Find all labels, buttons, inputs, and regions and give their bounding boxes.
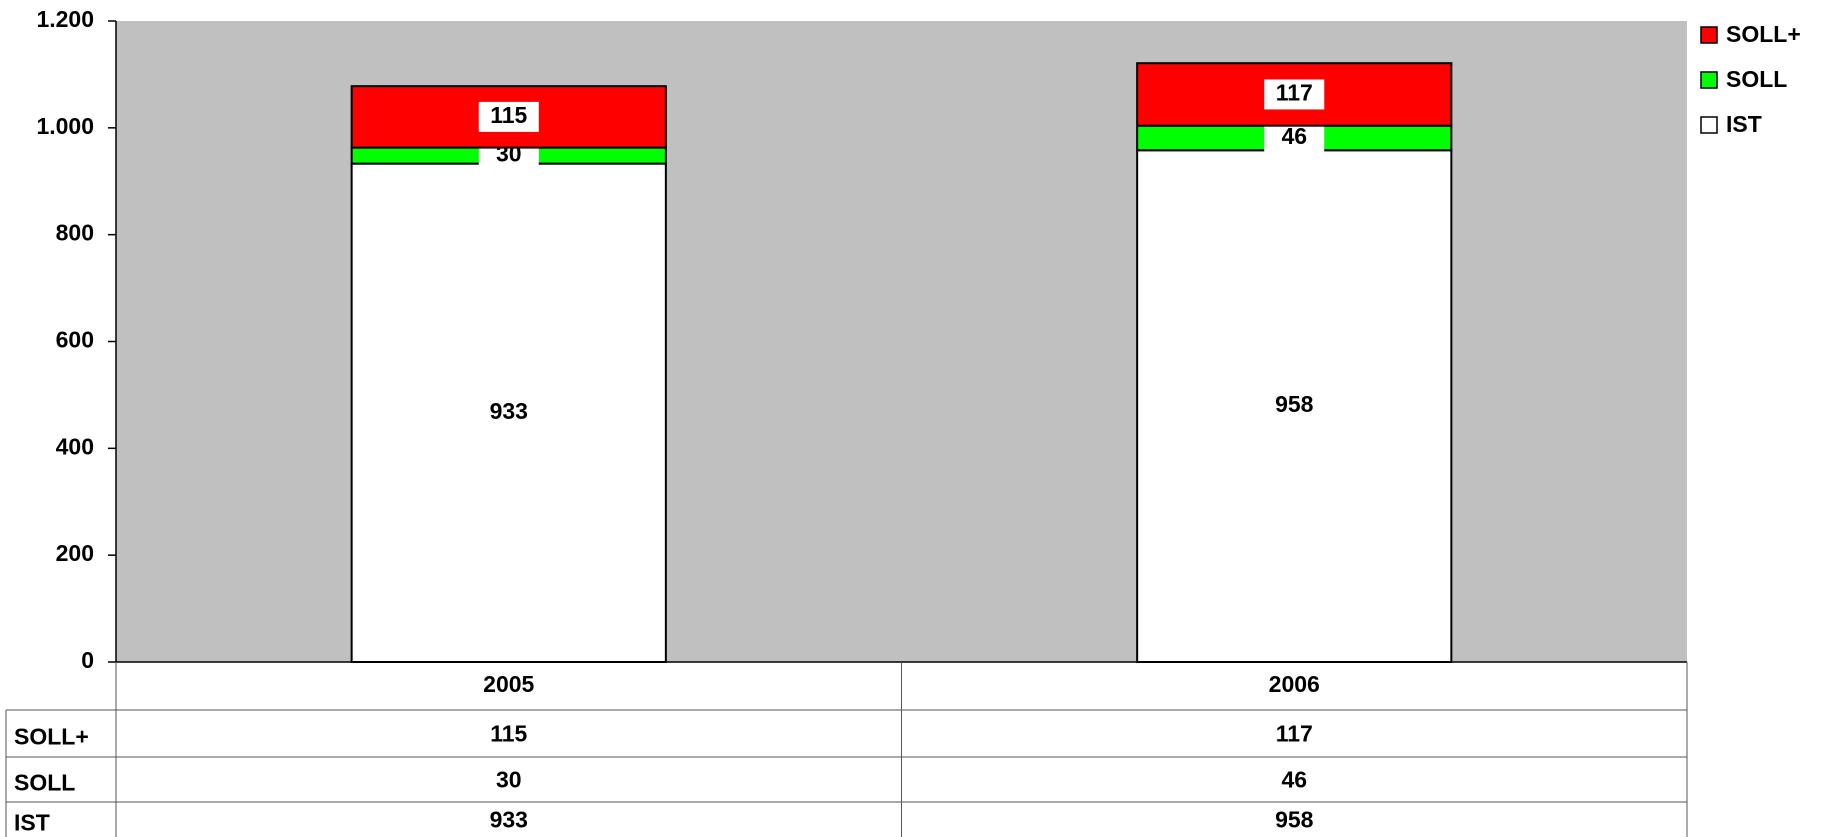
data-label: 933	[490, 398, 528, 424]
table-row-label: SOLL+	[14, 724, 89, 750]
bar-segment	[350, 162, 667, 663]
table-row-label: SOLL	[14, 770, 75, 796]
data-label: 117	[1276, 80, 1313, 106]
data-label: 958	[1275, 391, 1314, 417]
table-cell: 115	[490, 721, 527, 747]
legend-label: SOLL+	[1726, 21, 1801, 47]
table-cell: 46	[1281, 767, 1307, 793]
data-label: 115	[490, 102, 527, 128]
legend-label: SOLL	[1726, 66, 1787, 92]
x-tick-label: 2006	[1269, 671, 1320, 697]
label-box	[478, 101, 539, 132]
data-label: 46	[1281, 123, 1307, 149]
y-tick-label: 400	[56, 433, 94, 459]
x-tick-label: 2005	[483, 671, 534, 697]
y-tick-label: 0	[81, 647, 94, 673]
table-cell: 958	[1275, 807, 1314, 833]
table-row-label: IST	[14, 810, 50, 836]
label-box	[1264, 79, 1325, 110]
bar-segment	[1136, 149, 1453, 663]
label-box	[1264, 122, 1325, 153]
legend-swatch	[1700, 71, 1718, 89]
table-cell: 30	[496, 767, 522, 793]
y-tick-label: 200	[56, 540, 94, 566]
table-cell: 933	[490, 807, 528, 833]
y-tick-label: 800	[56, 220, 94, 246]
y-tick-label: 600	[56, 327, 94, 353]
legend-swatch	[1700, 116, 1718, 134]
y-tick-label: 1.000	[36, 113, 94, 139]
legend-swatch	[1700, 26, 1718, 44]
legend-label: IST	[1726, 111, 1762, 137]
y-tick-label: 1.200	[36, 6, 94, 32]
table-cell: 117	[1276, 721, 1313, 747]
